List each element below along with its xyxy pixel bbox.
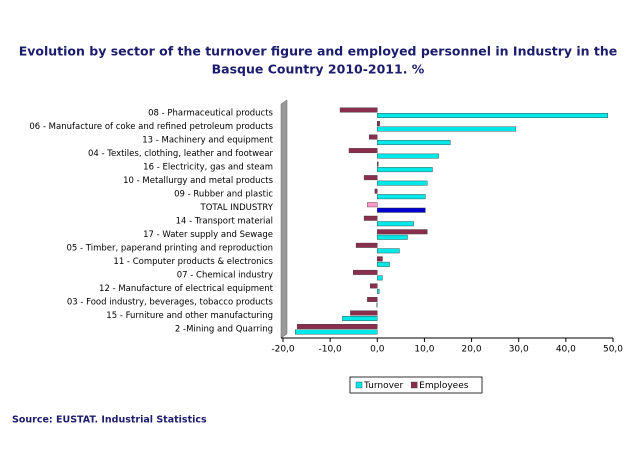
bar — [377, 167, 433, 173]
bar — [363, 175, 378, 181]
bar — [377, 234, 408, 240]
y-tick-label: 14 - Transport material — [176, 217, 273, 227]
chart-title: Evolution by sector of the turnover figu… — [19, 44, 618, 59]
y-tick-label: TOTAL INDUSTRY — [200, 203, 274, 213]
y-tick-label: 15 - Furniture and other manufacturing — [106, 311, 273, 321]
bar — [376, 302, 378, 308]
bar — [377, 194, 426, 200]
bar — [377, 229, 428, 235]
bar — [355, 242, 378, 248]
y-tick-label: 09 - Rubber and plastic — [174, 189, 273, 199]
bar — [342, 316, 378, 321]
y-tick-label: 17 - Water supply and Sewage — [143, 230, 273, 240]
source-note: Source: EUSTAT. Industrial Statistics — [12, 415, 207, 426]
bar — [377, 221, 414, 227]
bar — [377, 207, 426, 213]
legend-label: Employees — [419, 381, 469, 391]
bar — [339, 107, 378, 113]
axis-wall — [280, 99, 288, 339]
y-tick-label: 07 - Chemical industry — [177, 271, 273, 281]
x-tick-label: 50,0 — [603, 345, 623, 355]
y-tick-label: 11 - Computer products & electronics — [113, 257, 273, 267]
x-tick-label: 30,0 — [509, 345, 529, 355]
y-tick-label: 16 - Electricity, gas and steam — [143, 162, 273, 172]
bar — [377, 248, 400, 254]
bar — [348, 148, 378, 154]
y-tick-label: 03 - Food industry, beverages, tobacco p… — [67, 298, 274, 308]
bar — [367, 296, 378, 302]
y-tick-label: 06 - Manufacture of coke and refined pet… — [29, 122, 273, 132]
bar — [377, 121, 380, 126]
bar — [295, 329, 378, 335]
bar — [377, 140, 451, 146]
x-tick-label: 10,0 — [414, 345, 434, 355]
y-tick-label: 05 - Timber, paperand printing and repro… — [67, 244, 274, 254]
y-tick-label: 13 - Machinery and equipment — [142, 135, 273, 145]
bar — [377, 288, 380, 294]
legend-label: Turnover — [363, 381, 403, 391]
bar — [369, 134, 378, 140]
x-tick-label: 40,0 — [556, 345, 576, 355]
y-tick-label: 10 - Metallurgy and metal products — [123, 176, 273, 186]
bar — [377, 275, 383, 281]
x-tick-label: 20,0 — [462, 345, 482, 355]
bar — [377, 113, 609, 118]
y-tick-label: 2 -Mining and Quarring — [175, 325, 273, 335]
y-tick-label: 12 - Manufacture of electrical equipment — [99, 284, 274, 294]
bar — [377, 153, 439, 159]
bar — [353, 269, 378, 275]
x-tick-label: -10,0 — [318, 345, 342, 355]
bar — [370, 283, 378, 289]
legend-swatch — [355, 381, 363, 389]
bar — [374, 188, 378, 194]
bar — [363, 215, 378, 221]
bar — [296, 324, 378, 329]
bar — [350, 310, 378, 316]
x-tick-label: -20,0 — [271, 345, 295, 355]
bar — [377, 126, 517, 132]
chart-title: Basque Country 2010-2011. % — [212, 62, 425, 77]
y-tick-label: 08 - Pharmaceutical products — [148, 108, 273, 118]
x-tick-label: 0,0 — [370, 345, 385, 355]
y-tick-label: 04 - Textiles, clothing, leather and foo… — [88, 149, 274, 159]
legend-swatch — [410, 381, 418, 389]
bar — [377, 161, 379, 167]
bar — [367, 202, 378, 208]
bar — [377, 180, 428, 186]
bar — [377, 256, 383, 262]
bar — [377, 261, 390, 267]
